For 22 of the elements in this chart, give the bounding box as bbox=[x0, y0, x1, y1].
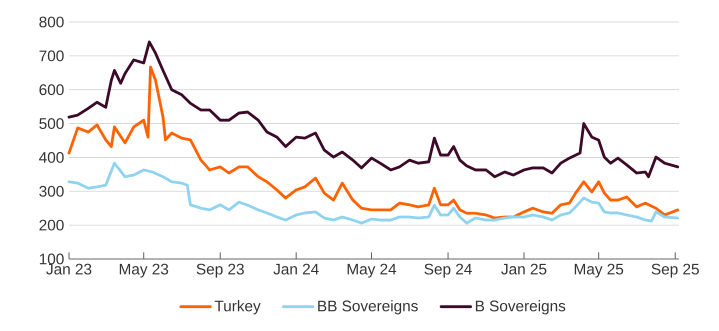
x-tick-label: Sep 25 bbox=[652, 264, 699, 278]
y-tick-label: 700 bbox=[40, 50, 64, 62]
legend-label: Turkey bbox=[214, 300, 261, 314]
line-series bbox=[68, 162, 680, 224]
legend-label: B Sovereigns bbox=[476, 300, 566, 314]
y-tick-label: 300 bbox=[39, 186, 64, 197]
x-tick-label: Jan 25 bbox=[501, 264, 546, 275]
y-tick-label: 200 bbox=[39, 220, 64, 231]
y-tick-label: 100 bbox=[40, 254, 64, 264]
y-tick-label: 400 bbox=[39, 152, 64, 163]
x-tick-label: Jan 24 bbox=[273, 264, 319, 275]
x-tick-label: Sep 23 bbox=[196, 264, 244, 278]
x-tick-label: May 25 bbox=[574, 264, 624, 278]
y-tick-label: 600 bbox=[39, 84, 64, 96]
line-series bbox=[68, 40, 680, 178]
x-tick-label: Jan 23 bbox=[46, 264, 92, 275]
y-tick-label: 500 bbox=[39, 118, 64, 129]
y-tick-label: 800 bbox=[39, 16, 64, 28]
legend-label: BB Sovereigns bbox=[318, 300, 418, 314]
x-tick-label: May 23 bbox=[120, 264, 168, 278]
x-tick-label: Sep 24 bbox=[424, 264, 472, 278]
x-tick-label: May 24 bbox=[348, 264, 396, 278]
